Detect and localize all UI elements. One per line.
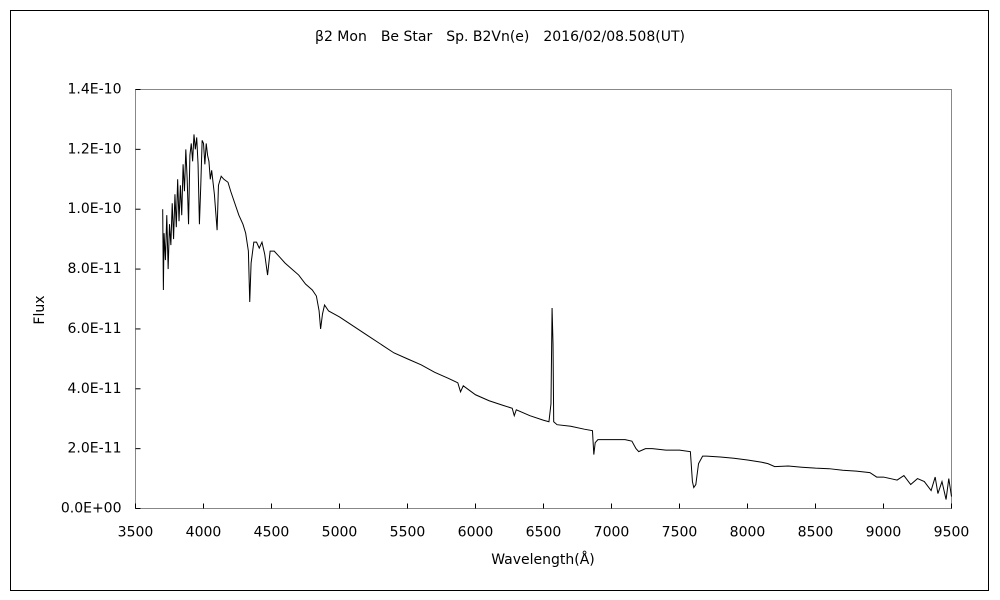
y-tick-label: 1.0E-10 bbox=[68, 201, 122, 217]
y-tick-label: 8.0E-11 bbox=[68, 261, 122, 277]
y-tick-label: 2.0E-11 bbox=[68, 441, 122, 457]
x-tick-label: 8000 bbox=[730, 525, 766, 541]
x-tick-label: 3500 bbox=[118, 525, 154, 541]
x-axis-label: Wavelength(Å) bbox=[491, 551, 595, 568]
y-tick-label: 1.4E-10 bbox=[68, 82, 122, 98]
chart-title: β2 Mon Be Star Sp. B2Vn(e) 2016/02/08.50… bbox=[315, 29, 685, 45]
x-tick-label: 8500 bbox=[798, 525, 834, 541]
x-tick-label: 5000 bbox=[322, 525, 358, 541]
x-tick-label: 9000 bbox=[866, 525, 902, 541]
x-tick-label: 7500 bbox=[662, 525, 698, 541]
x-tick-label: 6000 bbox=[458, 525, 494, 541]
plot-area bbox=[135, 89, 952, 509]
y-tick-label: 6.0E-11 bbox=[68, 321, 122, 337]
x-tick-label: 6500 bbox=[526, 525, 562, 541]
x-tick-label: 4500 bbox=[254, 525, 290, 541]
y-axis-label: Flux bbox=[32, 295, 48, 324]
y-tick-label: 0.0E+00 bbox=[61, 501, 122, 517]
spectrum-line bbox=[162, 134, 952, 500]
x-tick-label: 7000 bbox=[594, 525, 630, 541]
x-tick-label: 4000 bbox=[186, 525, 222, 541]
y-tick-label: 1.2E-10 bbox=[68, 141, 122, 157]
x-tick-label: 9500 bbox=[934, 525, 970, 541]
y-tick-label: 4.0E-11 bbox=[68, 381, 122, 397]
x-tick-label: 5500 bbox=[390, 525, 426, 541]
